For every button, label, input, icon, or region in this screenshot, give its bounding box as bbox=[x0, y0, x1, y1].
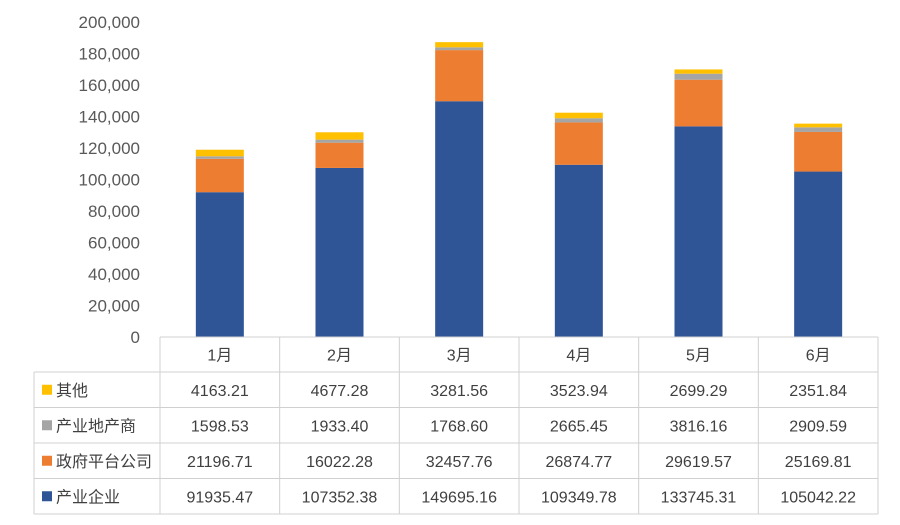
legend-key bbox=[42, 455, 52, 466]
series-name: 产业地产商 bbox=[56, 417, 136, 435]
table-cell-value: 3816.16 bbox=[670, 418, 728, 435]
bar-segment bbox=[195, 156, 244, 159]
y-tick-label: 140,000 bbox=[79, 108, 140, 127]
table-cell-value: 2665.45 bbox=[550, 418, 608, 435]
legend-key bbox=[42, 384, 52, 395]
bar-segment bbox=[315, 139, 364, 143]
y-tick-label: 180,000 bbox=[79, 45, 140, 64]
bar-segment bbox=[554, 112, 603, 119]
bar-segment bbox=[674, 73, 723, 80]
table-cell-value: 1933.40 bbox=[311, 418, 369, 435]
series-name: 其他 bbox=[56, 382, 88, 400]
bar-segment bbox=[554, 164, 603, 337]
y-axis: 0 20,000 40,000 60,000 80,000 100,000 120,000 1… bbox=[79, 13, 140, 347]
bar-segment bbox=[674, 126, 723, 337]
category-label: 3月 bbox=[447, 348, 472, 365]
bar-segment bbox=[435, 42, 484, 48]
bar-segment bbox=[554, 122, 603, 165]
table-cell-value: 21196.71 bbox=[187, 454, 253, 471]
table-cell-value: 4677.28 bbox=[311, 383, 369, 400]
bar-segment bbox=[794, 171, 843, 337]
table-cell-value: 91935.47 bbox=[186, 489, 253, 506]
table-cell-value: 2699.29 bbox=[670, 383, 728, 400]
category-label: 2月 bbox=[327, 348, 352, 365]
table-cell-value: 2909.59 bbox=[789, 418, 847, 435]
bar-segment bbox=[435, 50, 484, 102]
bar-segment bbox=[794, 127, 843, 132]
bar-segment bbox=[794, 131, 843, 172]
table-cell-value: 26874.77 bbox=[545, 454, 612, 471]
table-cell-value: 109349.78 bbox=[541, 489, 617, 506]
bar-segment bbox=[674, 69, 723, 74]
legend-key bbox=[42, 420, 52, 431]
category-label: 4月 bbox=[566, 348, 591, 365]
y-tick-label: 200,000 bbox=[79, 13, 140, 32]
category-label: 1月 bbox=[207, 348, 232, 365]
y-tick-label: 160,000 bbox=[79, 76, 140, 95]
table-cell-value: 4163.21 bbox=[191, 383, 249, 400]
table-cell-value: 2351.84 bbox=[789, 383, 847, 400]
bar-segment bbox=[195, 149, 244, 157]
y-tick-label: 120,000 bbox=[79, 139, 140, 158]
bar-segment bbox=[315, 142, 364, 168]
y-tick-label: 60,000 bbox=[88, 234, 140, 253]
y-tick-label: 20,000 bbox=[88, 297, 140, 316]
table-cell-value: 3281.56 bbox=[430, 383, 488, 400]
y-tick-label: 100,000 bbox=[79, 171, 140, 190]
table-cell-value: 149695.16 bbox=[421, 489, 497, 506]
table-cell-value: 29619.57 bbox=[665, 454, 732, 471]
table-cell-value: 1598.53 bbox=[191, 418, 249, 435]
legend-key bbox=[42, 491, 52, 502]
bar-segment bbox=[435, 101, 484, 337]
table-cell-value: 133745.31 bbox=[661, 489, 737, 506]
table-cell-value: 1768.60 bbox=[430, 418, 488, 435]
table-cell-value: 32457.76 bbox=[426, 454, 493, 471]
category-label: 6月 bbox=[806, 348, 831, 365]
bar-segment bbox=[674, 79, 723, 127]
table-cell-value: 3523.94 bbox=[550, 383, 608, 400]
table-cell-value: 25169.81 bbox=[785, 454, 852, 471]
bar-plot-area bbox=[195, 42, 843, 337]
table-cell-value: 107352.38 bbox=[302, 489, 378, 506]
y-tick-label: 80,000 bbox=[88, 202, 140, 221]
bar-segment bbox=[554, 118, 603, 123]
y-tick-label: 40,000 bbox=[88, 265, 140, 284]
bar-segment bbox=[315, 167, 364, 337]
bar-segment bbox=[794, 123, 843, 128]
series-name: 政府平台公司 bbox=[56, 453, 152, 471]
table-cell-value: 105042.22 bbox=[780, 489, 856, 506]
series-name: 产业企业 bbox=[56, 488, 120, 506]
y-tick-label: 0 bbox=[131, 328, 140, 347]
bar-segment bbox=[195, 192, 244, 337]
table-cell-value: 16022.28 bbox=[306, 454, 373, 471]
category-label: 5月 bbox=[686, 348, 711, 365]
bar-segment bbox=[195, 158, 244, 193]
bar-segment bbox=[315, 132, 364, 140]
bar-segment bbox=[435, 47, 484, 51]
